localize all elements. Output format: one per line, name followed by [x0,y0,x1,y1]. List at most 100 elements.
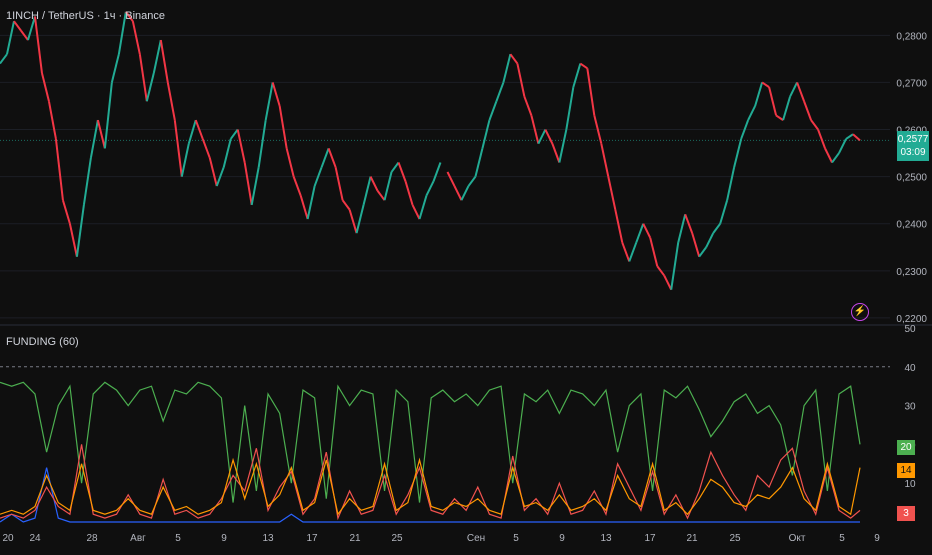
time-tick-label: Авг [130,533,146,544]
price-candle-segment [663,275,673,291]
orange-funding-line [0,457,861,516]
symbol-title[interactable]: 1INCH / TetherUS · 1ч · Binance [6,10,165,22]
last-price-badge: 0,2577 03:09 [897,131,929,161]
price-candle-segment [733,138,743,168]
price-candle-segment [40,72,50,102]
time-tick-label: 21 [686,533,698,544]
price-candle-segment [544,129,554,145]
price-candle-segment [502,53,512,83]
price-candle-segment [516,63,526,97]
time-tick-label: 9 [874,533,880,544]
time-tick-label: 17 [306,533,318,544]
price-grid [0,34,890,319]
time-tick-label: 21 [349,533,361,544]
price-candle-segment [607,176,617,210]
indicator-tick-label: 50 [904,324,916,335]
time-tick-label: 13 [262,533,274,544]
price-candle-segment [495,82,505,102]
price-candle-segment [110,53,120,83]
time-tick-label: 9 [221,533,227,544]
price-candle-segment [313,166,323,187]
lightning-alert-icon[interactable]: ⚡ [851,303,869,321]
price-candle-segment [264,82,274,121]
price-candle-segment [166,82,176,121]
price-candle-segment [509,53,519,65]
time-tick-label: 5 [175,533,181,544]
price-candle-segment [586,68,596,116]
price-candle-segment [215,166,225,187]
price-candle-segment [257,119,267,168]
price-candle-segment [362,176,372,206]
price-candle-segment [656,265,666,277]
price-candle-segment [621,242,631,262]
price-candle-segment [782,96,792,121]
green-funding-line [0,381,861,503]
price-tick-label: 0,2800 [896,31,927,42]
price-candle-segment [47,101,57,140]
price-candle-segment [628,242,638,262]
time-tick-label: 24 [29,533,41,544]
orange-value-badge: 14 [897,463,915,478]
price-candle-segment [754,82,764,107]
price-candle-segment [187,119,197,144]
price-candle-segment [551,143,561,163]
price-tick-label: 0,2400 [896,220,927,231]
price-candle-segment [635,223,645,243]
last-price-value: 0,2577 [897,134,929,145]
price-candle-segment [600,143,610,177]
bar-countdown: 03:09 [900,147,926,158]
price-candle-segment [292,176,302,196]
price-candle-segment [271,82,281,107]
time-tick-label: 9 [559,533,565,544]
indicator-title[interactable]: FUNDING (60) [6,336,79,348]
price-axis[interactable]: 0,28000,27000,26000,25000,24000,23000,22… [896,31,927,325]
price-candle-segment [593,115,603,144]
price-candle-segment [54,138,64,201]
price-candle-segment [579,62,588,70]
price-candle-segment [411,204,421,220]
price-candle-segment [285,148,295,177]
price-candle-segment [775,114,784,121]
price-candle-segment [125,11,134,22]
indicator-tick-label: 10 [904,479,916,490]
price-candle-segment [348,209,358,234]
time-tick-label: 25 [391,533,403,544]
price-candle-segment [20,30,29,41]
price-candle-segment [558,129,568,163]
price-candle-segment [89,119,99,158]
price-candle-segment [103,82,113,149]
price-candle-segment [488,100,498,121]
price-tick-label: 0,2500 [896,173,927,184]
price-candle-segment [852,133,861,142]
price-candle-segment [397,162,407,182]
price-candle-segment [145,72,155,102]
time-tick-label: 5 [839,533,845,544]
price-candle-segment [824,147,833,163]
price-candle-segment [768,86,778,116]
price-candle-segment [250,167,260,206]
price-candle-segment [355,204,365,234]
price-candle-segment [670,242,680,290]
price-candle-segment [306,185,316,220]
price-candle-segment [789,81,798,98]
price-candle-segment [530,115,540,144]
price-candle-segment [705,232,715,248]
time-tick-label: Окт [789,533,806,544]
time-axis[interactable]: 20 24 28 Авг 5 9 13 17 21 25 Сен 5 9 13 17 21 25 Окт 5 9 [2,533,880,544]
price-candle-segment [180,143,190,177]
time-tick-label: 13 [600,533,612,544]
price-candle-segment [712,223,721,234]
price-candle-segment [117,11,127,55]
price-candle-segment [75,204,85,257]
price-candle-segment [390,161,400,173]
price-candle-segment [831,152,840,164]
price-candle-segment [6,20,15,55]
price-candle-segment [740,119,750,140]
price-candle-segment [614,209,624,243]
price-candle-segment [523,96,533,116]
price-candle-segment [131,20,141,55]
price-candle-segment [838,138,847,154]
price-candle-segment [691,232,701,257]
time-tick-label: 25 [729,533,741,544]
